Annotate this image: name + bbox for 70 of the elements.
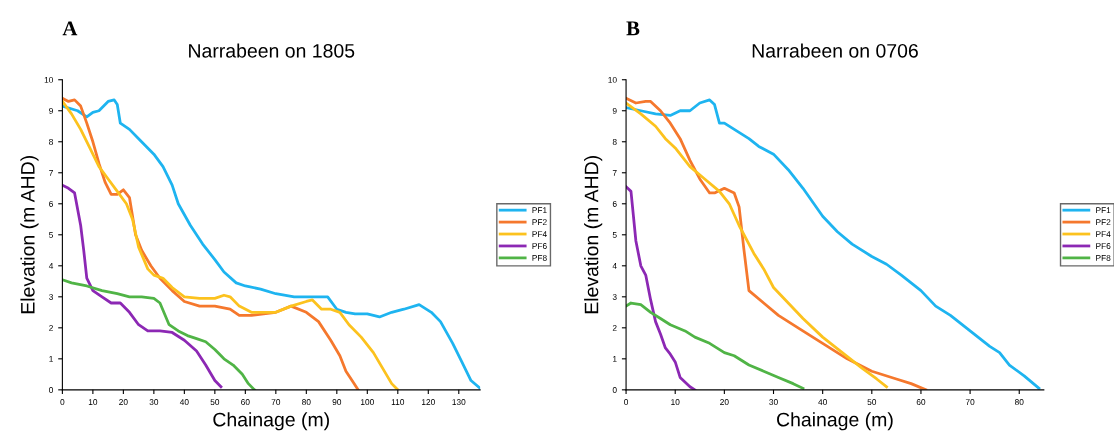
- y-tick-label: 10: [608, 76, 617, 83]
- x-tick-label: 50: [210, 399, 220, 405]
- legend-label: PF6: [532, 243, 547, 249]
- y-tick-label: 9: [49, 107, 53, 114]
- y-tick-label: 0: [612, 387, 617, 393]
- y-tick-label: 10: [44, 76, 54, 83]
- y-tick-label: 9: [612, 107, 617, 114]
- chart-title: Narrabeen on 1805: [189, 43, 355, 58]
- x-tick-label: 80: [302, 399, 311, 405]
- legend-label: PF6: [1096, 243, 1111, 249]
- text: B: [626, 21, 640, 36]
- y-tick-label: 1: [613, 356, 617, 362]
- line-series: [626, 185, 697, 390]
- x-tick-label: 30: [149, 399, 159, 405]
- y-tick-label: 4: [612, 263, 617, 269]
- legend-label: PF1: [532, 207, 547, 214]
- y-tick-label: 7: [49, 170, 53, 176]
- y-tick-label: 2: [612, 325, 617, 331]
- line-series: [62, 278, 256, 390]
- line-series: [626, 98, 1041, 390]
- legend-label: PF8: [1096, 255, 1111, 261]
- x-tick-label: 0: [60, 399, 65, 405]
- line-series: [62, 183, 223, 389]
- x-tick-label: 20: [720, 399, 729, 405]
- legend-label: PF2: [1096, 219, 1111, 226]
- x-tick-label: 70: [271, 399, 281, 405]
- y-tick-label: 6: [612, 200, 617, 207]
- legend-label: PF4: [1096, 231, 1111, 237]
- x-tick-label: 10: [671, 399, 680, 405]
- y-tick-label: 3: [612, 294, 617, 300]
- line-series: [626, 96, 928, 390]
- y-tick-label: 5: [49, 232, 54, 238]
- x-tick-label: 40: [179, 399, 189, 405]
- y-tick-label: 1: [49, 356, 53, 362]
- x-tick-label: 120: [421, 399, 435, 405]
- x-axis-title: Chainage (m): [777, 412, 893, 431]
- x-tick-label: 20: [119, 399, 128, 405]
- y-tick-label: 8: [612, 138, 617, 145]
- text: A: [62, 21, 78, 36]
- x-axis-title: Chainage (m): [213, 412, 329, 431]
- y-tick-label: 3: [49, 294, 53, 300]
- legend-label: PF8: [532, 255, 547, 261]
- line-series: [626, 101, 888, 389]
- x-tick-label: 130: [452, 399, 466, 405]
- x-tick-label: 70: [965, 399, 975, 405]
- x-tick-label: 40: [818, 399, 827, 405]
- x-tick-label: 50: [867, 399, 877, 405]
- x-tick-label: 10: [88, 399, 98, 405]
- x-tick-label: 30: [769, 399, 778, 405]
- y-tick-label: 4: [48, 263, 54, 269]
- x-tick-label: 80: [1014, 399, 1024, 405]
- y-tick-label: 8: [49, 138, 53, 145]
- y-tick-label: 5: [612, 232, 617, 238]
- y-tick-label: 0: [49, 387, 54, 393]
- legend-label: PF4: [532, 231, 547, 237]
- x-tick-label: 0: [624, 399, 629, 405]
- x-tick-label: 90: [332, 399, 342, 405]
- y-axis-title: Elevation (m AHD): [20, 156, 39, 314]
- y-tick-label: 7: [612, 170, 617, 176]
- y-tick-label: 2: [49, 325, 53, 331]
- x-tick-label: 60: [241, 399, 250, 405]
- x-tick-label: 60: [916, 399, 926, 405]
- y-axis-title: Elevation (m AHD): [584, 156, 603, 314]
- x-tick-label: 110: [391, 399, 405, 405]
- legend-label: PF2: [532, 219, 547, 226]
- line-series: [626, 301, 805, 390]
- chart-title: Narrabeen on 0706: [752, 43, 918, 58]
- x-tick-label: 100: [361, 399, 374, 405]
- y-tick-label: 6: [49, 200, 53, 207]
- legend-label: PF1: [1096, 207, 1111, 214]
